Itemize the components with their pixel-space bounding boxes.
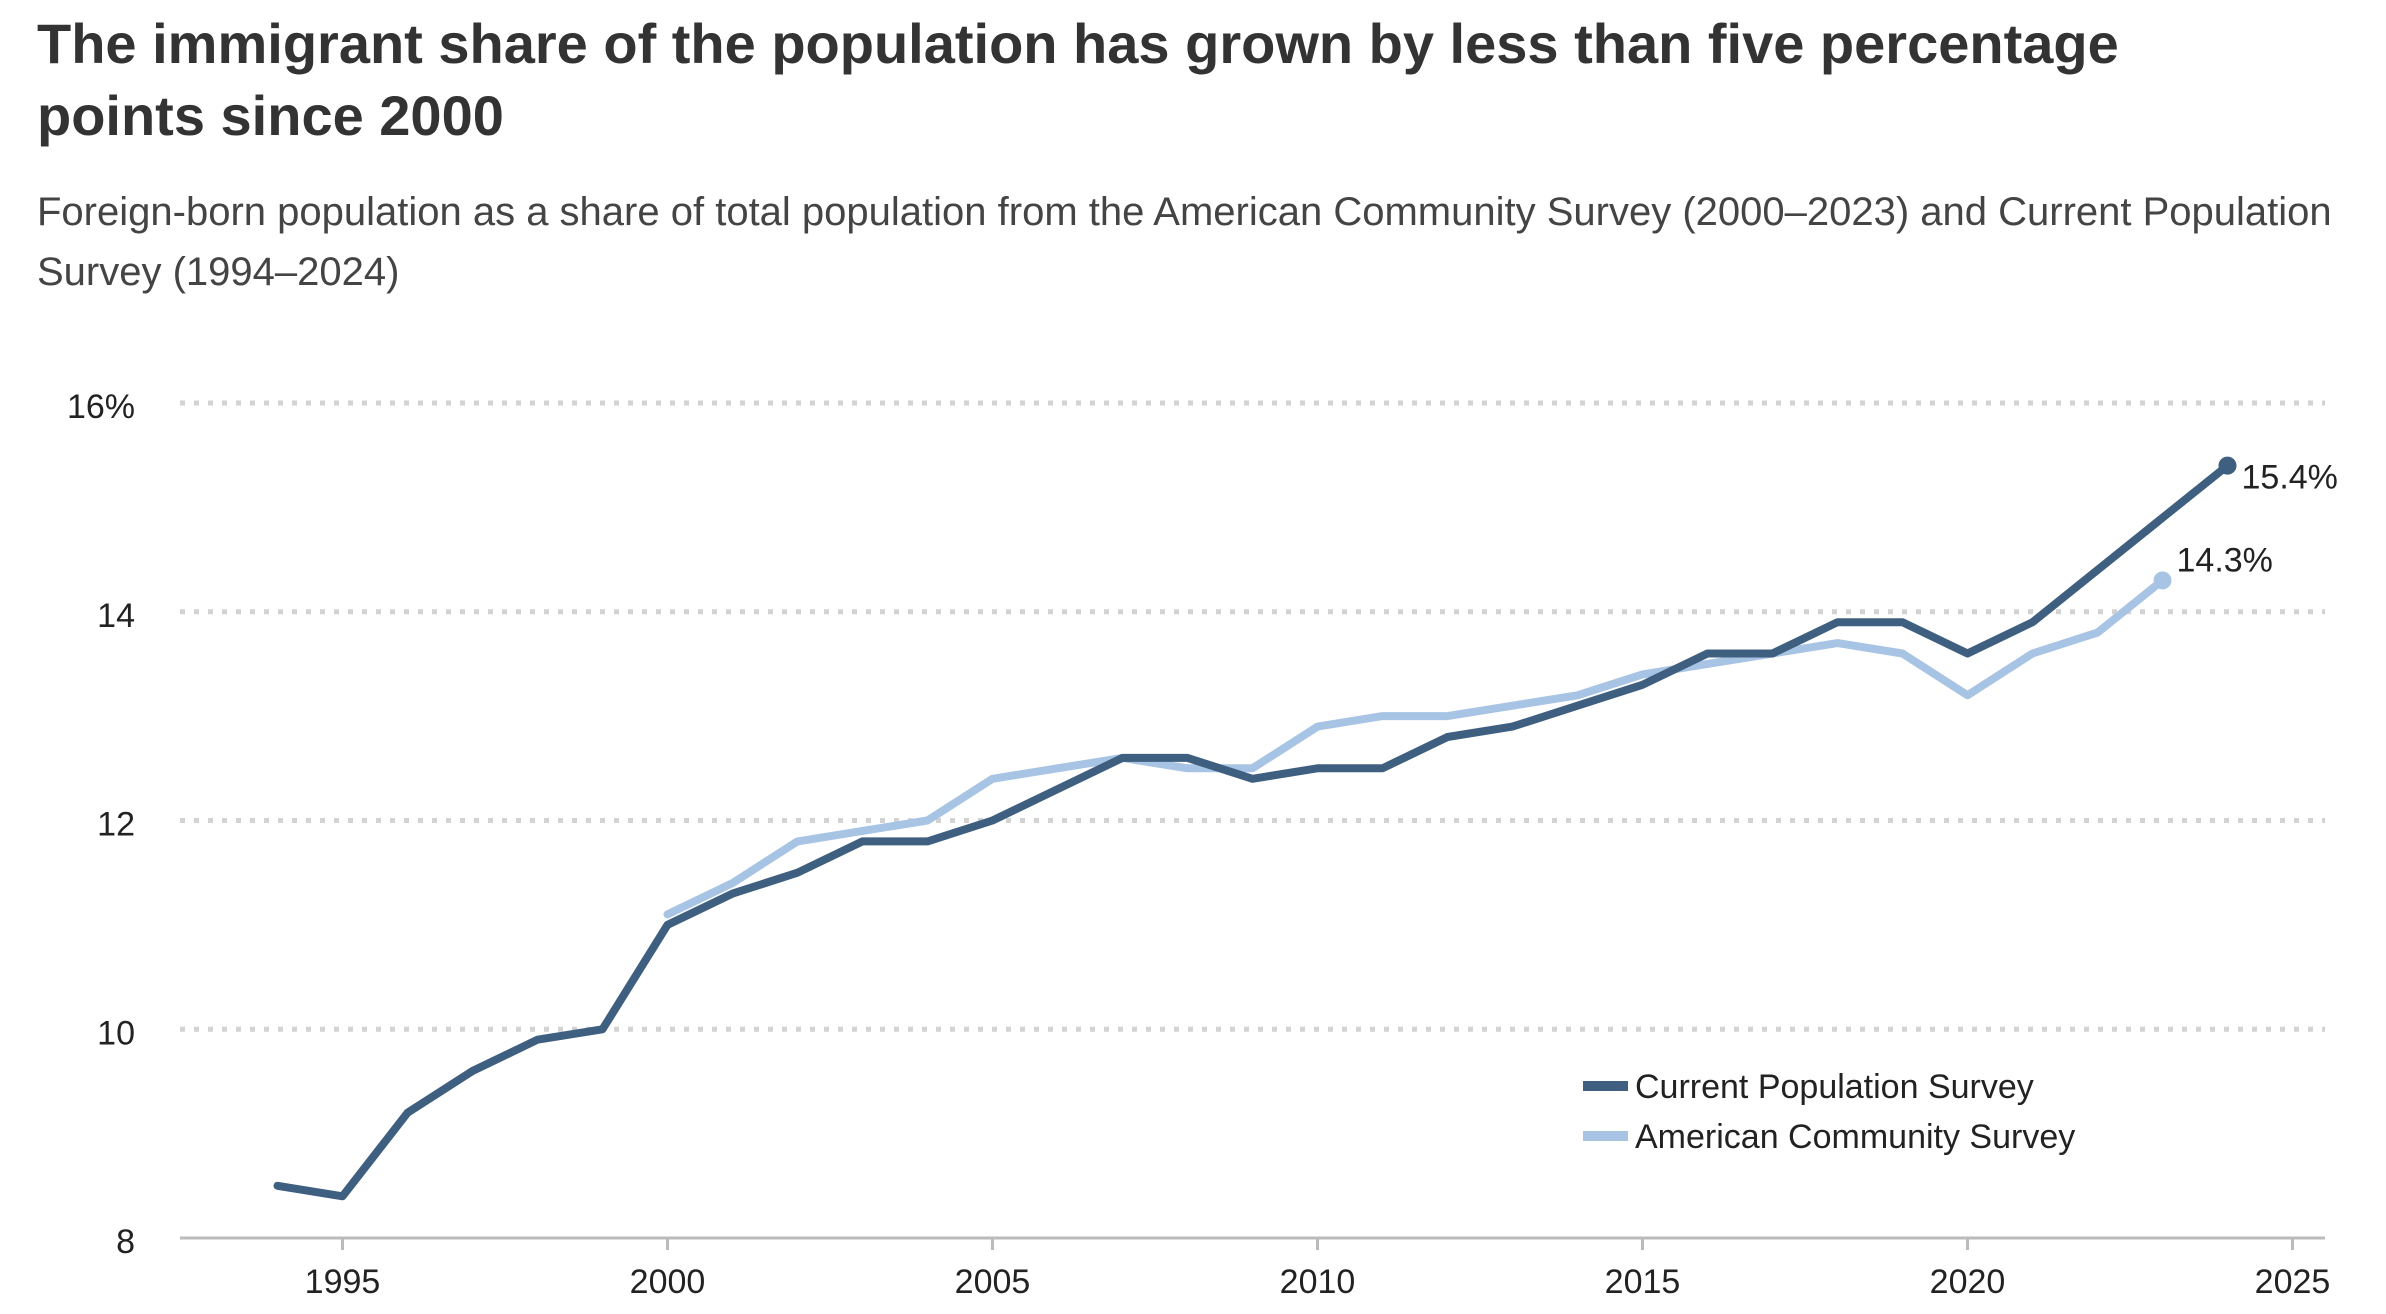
legend: Current Population Survey American Commun…: [1583, 1068, 2075, 1156]
y-tick-label: 14: [97, 597, 135, 635]
chart-subtitle: Foreign-born population as a share of to…: [37, 190, 2332, 294]
x-tick-label: 2025: [2255, 1263, 2331, 1301]
y-tick-label: 16%: [67, 388, 135, 426]
american-community-survey-end-point: [2153, 571, 2172, 590]
y-tick-label: 8: [116, 1223, 135, 1261]
gridlines: [180, 400, 2325, 1032]
data-labels: 14.3% 15.4%: [2177, 459, 2338, 580]
current-population-survey-end-label: 15.4%: [2242, 459, 2338, 497]
y-tick-label: 12: [97, 806, 135, 844]
legend-label-american-community-survey: American Community Survey: [1635, 1118, 2075, 1156]
x-tick-label: 2015: [1605, 1263, 1681, 1301]
legend-label-current-population-survey: Current Population Survey: [1635, 1068, 2034, 1106]
chart-title: The immigrant share of the population ha…: [37, 12, 2119, 147]
y-tick-label: 10: [97, 1014, 135, 1052]
x-tick-label: 2010: [1280, 1263, 1356, 1301]
x-axis: 8 10 12 14 16% 1995 2000 2005 2010 2015 2020 2025: [67, 388, 2330, 1301]
current-population-survey-line: [273, 461, 2232, 1201]
american-community-survey-end-label: 14.3%: [2177, 541, 2273, 579]
x-tick-label: 2000: [630, 1263, 706, 1301]
x-tick-label: 2005: [955, 1263, 1031, 1301]
x-tick-label: 1995: [305, 1263, 381, 1301]
series-lines: [273, 456, 2237, 1201]
x-tick-label: 2020: [1930, 1263, 2006, 1301]
current-population-survey-end-point: [2218, 456, 2237, 475]
american-community-survey-line: [663, 576, 2167, 919]
